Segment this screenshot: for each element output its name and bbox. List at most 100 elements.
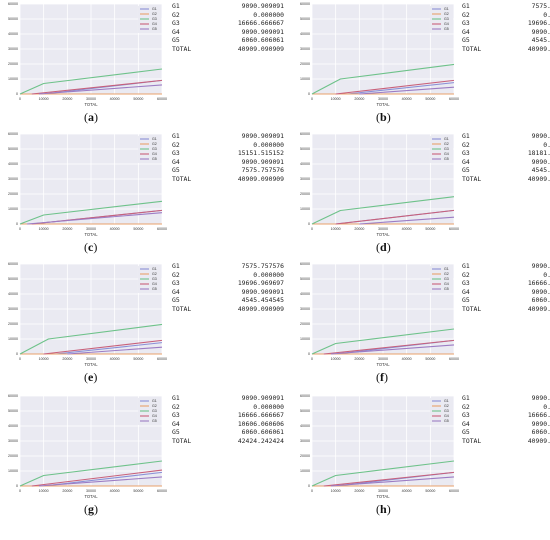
- stats-value: 7575.757576: [531, 2, 550, 10]
- stats-value: 40909.090909: [237, 44, 284, 53]
- series-line-g4: [335, 79, 455, 95]
- y-tick-label: 10000: [8, 469, 18, 473]
- y-tick-label: 50000: [8, 17, 18, 21]
- stats-table: G1 7575.757576 G2 0.000000 G3 19696.969697 G4 9…: [172, 262, 284, 314]
- stats-name: TOTAL: [172, 304, 192, 313]
- stats-name: G4: [172, 27, 180, 36]
- y-tick-label: 60000: [300, 262, 310, 266]
- y-tick-label: 10000: [300, 337, 310, 341]
- stats-value: 4545.454545: [531, 166, 550, 175]
- y-tick-label: 0: [308, 222, 310, 226]
- x-axis-label: TOTAL: [376, 102, 390, 107]
- legend-label: G2: [152, 272, 157, 276]
- stats-row: G2 0.000000: [462, 141, 550, 150]
- legend-label: G3: [152, 17, 157, 21]
- stats-row: G4 9090.909091: [462, 28, 550, 37]
- x-tick-label: 60000: [449, 357, 459, 361]
- legend-label: G3: [444, 409, 449, 413]
- legend-label: G1: [444, 267, 449, 271]
- stats-value: 9090.909091: [241, 394, 284, 402]
- stats-value: 9090.909091: [241, 157, 284, 166]
- legend-label: G5: [152, 27, 157, 31]
- y-tick-label: 10000: [300, 77, 310, 81]
- y-tick-label: 60000: [8, 132, 18, 136]
- stats-value: 6060.606061: [531, 428, 550, 437]
- stats-name: G2: [172, 10, 180, 19]
- y-tick-label: 20000: [8, 454, 18, 458]
- x-axis-label: TOTAL: [84, 494, 98, 499]
- legend-label: G3: [152, 409, 157, 413]
- legend-label: G4: [152, 282, 157, 286]
- stats-value: 9090.909091: [241, 2, 284, 10]
- y-tick-label: 60000: [300, 132, 310, 136]
- x-tick-label: 0: [311, 357, 313, 361]
- stats-row: G2 0.000000: [172, 11, 284, 20]
- legend-box: [430, 6, 453, 33]
- stats-name: TOTAL: [172, 436, 192, 445]
- stats-row: G3 19696.969697: [462, 19, 550, 28]
- legend-label: G4: [444, 22, 449, 26]
- stats-value: 16666.666667: [237, 411, 284, 420]
- x-tick-label: 20000: [62, 489, 72, 493]
- legend-label: G5: [152, 157, 157, 161]
- stats-name: G1: [462, 2, 470, 10]
- stats-row: G3 15151.515152: [172, 149, 284, 158]
- x-tick-label: 30000: [378, 489, 388, 493]
- stats-row: G5 6060.606061: [172, 36, 284, 45]
- panel-label: (d): [376, 240, 391, 254]
- stats-row: G4 9090.909091: [172, 288, 284, 297]
- legend-label: G1: [152, 7, 157, 11]
- x-tick-label: 0: [19, 357, 21, 361]
- chart-f: 0 10000 20000 30000 40000 50000 60000 0 10000 200…: [300, 262, 459, 367]
- legend-box: [138, 266, 161, 293]
- panel-label: (a): [84, 110, 98, 124]
- stats-row: G3 16666.666667: [462, 411, 550, 420]
- x-tick-label: 30000: [378, 97, 388, 101]
- x-tick-label: 30000: [86, 489, 96, 493]
- stats-name: G4: [172, 157, 180, 166]
- y-tick-label: 40000: [300, 424, 310, 428]
- legend-label: G2: [152, 142, 157, 146]
- legend-label: G4: [152, 414, 157, 418]
- stats-row: G2 0.000000: [172, 141, 284, 150]
- stats-row: G1 9090.909091: [462, 394, 550, 403]
- x-tick-label: 10000: [39, 97, 49, 101]
- stats-name: G5: [172, 428, 180, 437]
- stats-row: G2 0.000000: [172, 271, 284, 280]
- panel-h: 0 10000 20000 30000 40000 50000 60000 0 10000 200…: [292, 392, 550, 527]
- stats-value: 40909.090909: [237, 304, 284, 313]
- stats-value: 40909.090909: [527, 44, 550, 53]
- series-line-g3: [311, 63, 455, 95]
- legend-label: G1: [444, 7, 449, 11]
- x-tick-label: 30000: [378, 227, 388, 231]
- y-tick-label: 10000: [300, 469, 310, 473]
- stats-row: G4 9090.909091: [172, 28, 284, 37]
- x-tick-label: 40000: [402, 227, 412, 231]
- x-tick-label: 50000: [133, 489, 143, 493]
- legend-label: G5: [152, 287, 157, 291]
- y-tick-label: 20000: [8, 192, 18, 196]
- stats-row: G4 9090.909091: [172, 158, 284, 167]
- panel-letter: a: [88, 110, 94, 124]
- x-tick-label: 50000: [133, 357, 143, 361]
- stats-name: TOTAL: [462, 44, 482, 53]
- legend-label: G2: [444, 404, 449, 408]
- y-tick-label: 40000: [300, 162, 310, 166]
- panel-label: (h): [376, 502, 391, 516]
- panel-letter: d: [380, 240, 387, 254]
- stats-name: G3: [462, 19, 470, 28]
- y-tick-label: 50000: [8, 277, 18, 281]
- stats-value: 15151.515152: [237, 149, 284, 158]
- series-line-g4: [335, 209, 455, 225]
- stats-row: TOTAL 40909.090909: [172, 175, 284, 184]
- legend-label: G4: [444, 282, 449, 286]
- stats-value: 0.000000: [253, 402, 284, 411]
- stats-row: G1 7575.757576: [462, 2, 550, 11]
- x-tick-label: 50000: [425, 357, 435, 361]
- stats-row: G2 0.000000: [462, 403, 550, 412]
- x-tick-label: 40000: [110, 97, 120, 101]
- panel-label: (g): [84, 502, 98, 516]
- legend-label: G1: [152, 399, 157, 403]
- x-axis-label: TOTAL: [376, 232, 390, 237]
- stats-row: G1 9090.909091: [462, 262, 550, 271]
